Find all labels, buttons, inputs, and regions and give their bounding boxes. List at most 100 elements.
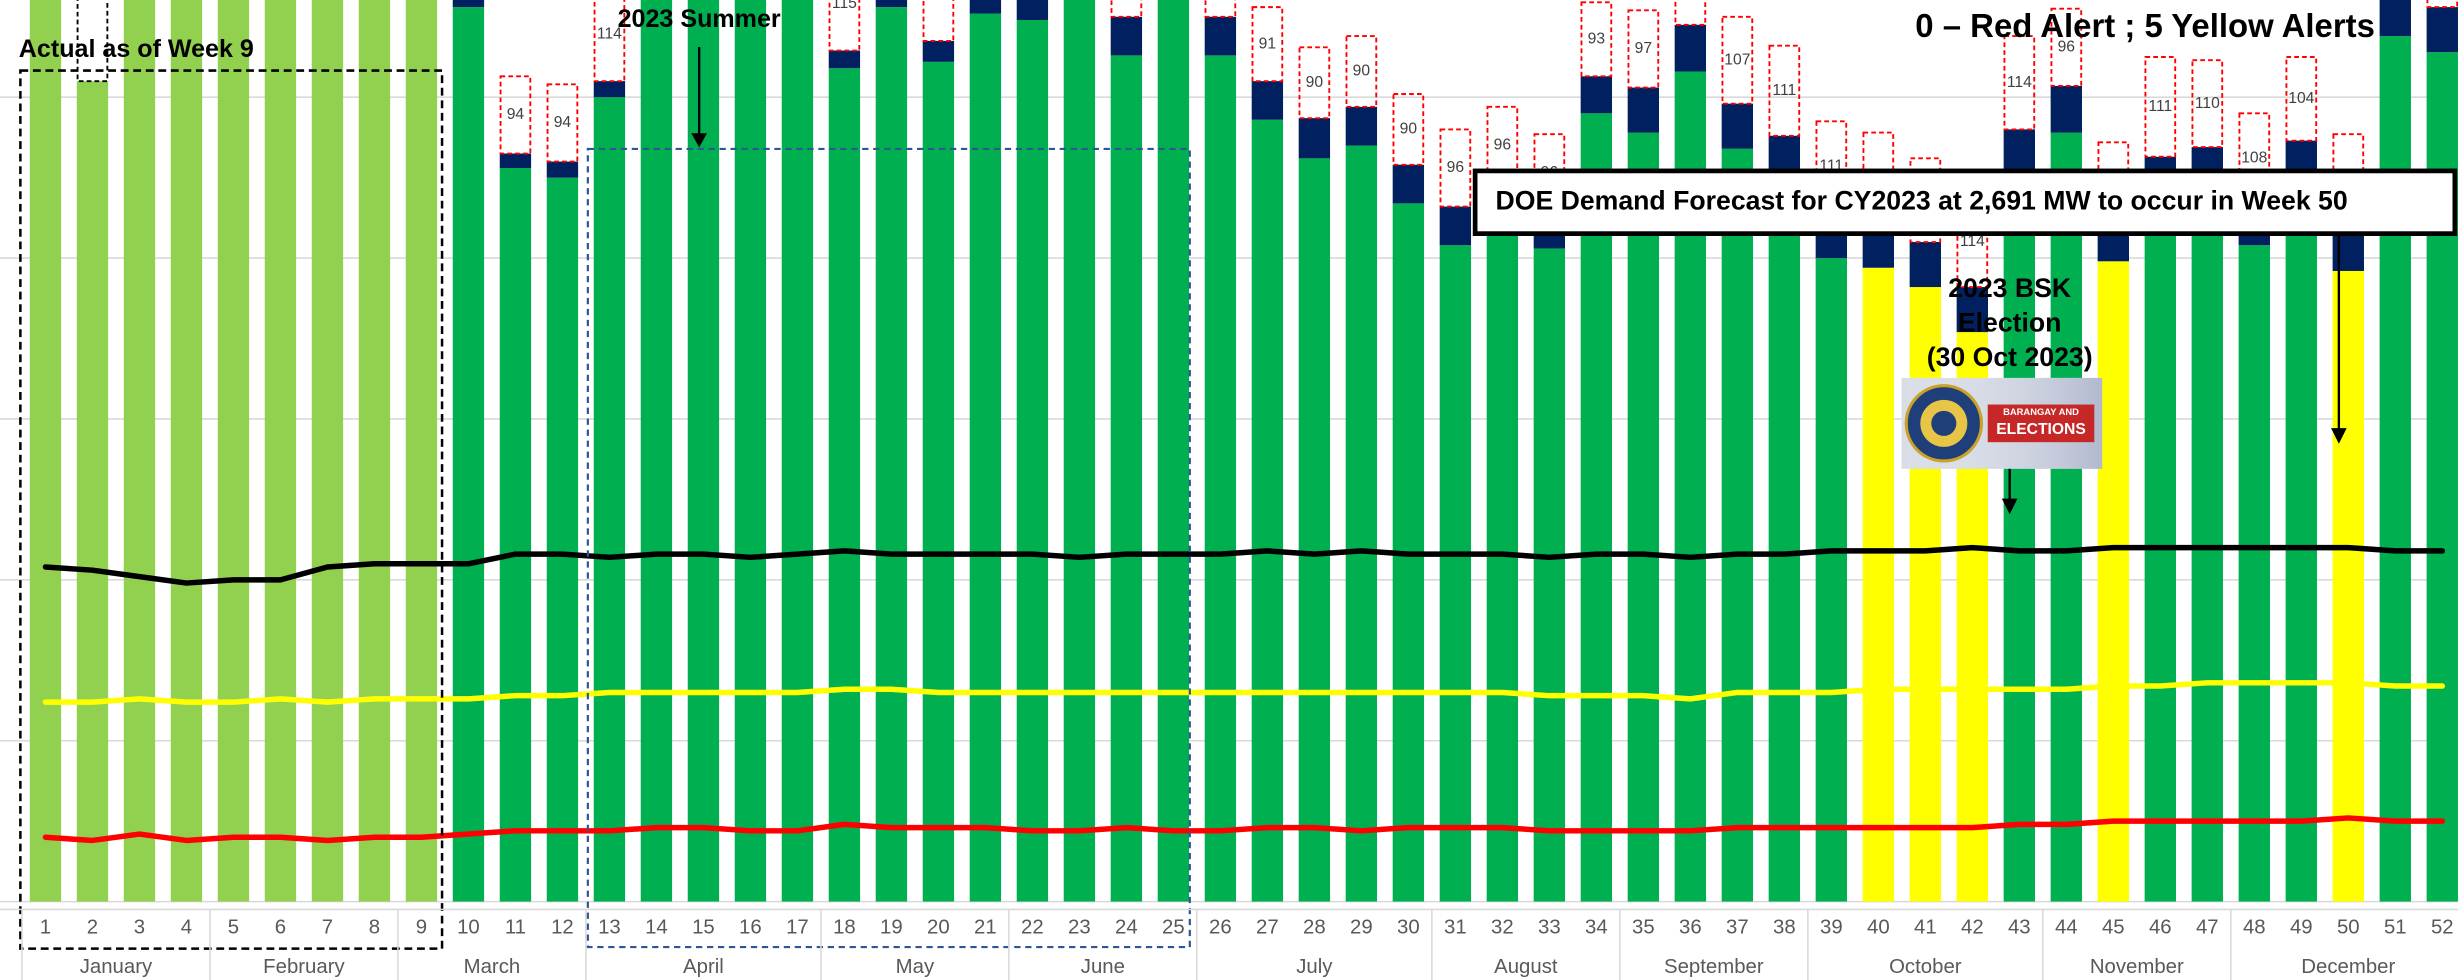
line-series (45, 683, 2442, 702)
month-label: January (80, 956, 153, 978)
x-tick-label: 48 (2243, 917, 2266, 939)
x-tick-label: 3 (134, 917, 145, 939)
actual-label: Actual as of Week 9 (19, 35, 254, 63)
bar-segment (312, 0, 343, 902)
bar-segment (218, 0, 249, 902)
bar-segment (1205, 55, 1236, 901)
bar-segment (2427, 7, 2458, 52)
x-tick-label: 19 (880, 917, 903, 939)
bar-segment (735, 0, 766, 902)
bar-segment (1722, 149, 1753, 902)
month-label: April (683, 956, 724, 978)
x-tick-label: 9 (416, 917, 427, 939)
bar-segment (500, 168, 531, 902)
x-tick-label: 14 (645, 917, 668, 939)
bar-segment (77, 81, 108, 901)
box-label: 90 (1353, 63, 1371, 80)
x-tick-label: 26 (1209, 917, 1232, 939)
x-tick-label: 4 (181, 917, 192, 939)
bar-segment (124, 0, 155, 902)
x-tick-label: 43 (2008, 917, 2031, 939)
box-label: 114 (2007, 74, 2032, 91)
box-label: 115 (832, 0, 857, 12)
line-series (45, 548, 2442, 583)
bar-segment (1299, 118, 1330, 158)
bar-segment (2286, 187, 2317, 901)
x-tick-label: 32 (1491, 917, 1514, 939)
x-tick-label: 42 (1961, 917, 1984, 939)
bar-segment (1252, 81, 1283, 120)
box-label: 97 (1635, 40, 1652, 57)
reserve-box (924, 0, 954, 41)
bar-segment (594, 81, 625, 97)
summer-label: 2023 Summer (618, 5, 781, 33)
box-label: 111 (2148, 98, 2172, 115)
bar-segment (1393, 165, 1424, 204)
bar-segment (1158, 0, 1189, 902)
x-tick-label: 44 (2055, 917, 2078, 939)
box-label: 91 (1259, 35, 1276, 52)
bar-segment (2051, 86, 2082, 133)
bar-segment (1534, 248, 1565, 901)
box-label: 218 (79, 0, 105, 2)
bar-segment (876, 0, 907, 7)
bar-segment (547, 162, 578, 178)
x-tick-label: 39 (1820, 917, 1843, 939)
month-label: December (2301, 956, 2395, 978)
bar-segment (876, 7, 907, 901)
x-tick-label: 11 (505, 917, 526, 939)
bar-segment (30, 0, 61, 902)
x-tick-label: 29 (1350, 917, 1373, 939)
x-tick-label: 36 (1679, 917, 1702, 939)
box-label: 94 (554, 114, 572, 131)
bar-segment (829, 68, 860, 901)
x-tick-label: 38 (1773, 917, 1796, 939)
x-tick-label: 1 (40, 917, 51, 939)
reserve-box (1675, 0, 1705, 25)
x-tick-label: 18 (833, 917, 856, 939)
x-tick-label: 25 (1162, 917, 1185, 939)
bar-segment (1017, 0, 1048, 20)
bar-segment (1487, 223, 1518, 902)
x-tick-label: 20 (927, 917, 950, 939)
x-tick-label: 7 (322, 917, 333, 939)
bar-segment (265, 0, 296, 902)
line-series (45, 818, 2442, 841)
bar-segment (500, 154, 531, 168)
logo-text: BARANGAY AND (2003, 406, 2079, 417)
x-tick-label: 16 (739, 917, 762, 939)
bar-segment (1064, 0, 1095, 902)
bar-segment (970, 14, 1001, 902)
month-label: November (2090, 956, 2184, 978)
bar-segment (2239, 245, 2270, 901)
box-label: 108 (2241, 149, 2267, 166)
bar-segment (2333, 271, 2364, 902)
bar-segment (970, 0, 1001, 14)
month-label: May (896, 956, 935, 978)
bar-segment (2098, 261, 2129, 901)
election-label: Election (1958, 308, 2062, 338)
x-tick-label: 30 (1397, 917, 1420, 939)
bar-segment (1346, 107, 1377, 146)
bar-segment (1769, 181, 1800, 902)
month-label: February (263, 956, 345, 978)
bar-segment (1581, 76, 1612, 113)
month-label: September (1664, 956, 1764, 978)
x-tick-label: 51 (2384, 917, 2407, 939)
x-tick-label: 23 (1068, 917, 1091, 939)
x-tick-label: 31 (1444, 917, 1467, 939)
month-label: March (464, 956, 521, 978)
x-tick-label: 27 (1256, 917, 1279, 939)
box-label: 90 (1306, 74, 1324, 91)
bar-segment (453, 7, 484, 901)
box-label: 111 (1772, 82, 1796, 99)
alerts-label: 0 – Red Alert ; 5 Yellow Alerts (1915, 7, 2375, 44)
x-tick-label: 52 (2431, 917, 2454, 939)
forecast-label: DOE Demand Forecast for CY2023 at 2,691 … (1495, 185, 2347, 215)
bar-segment (641, 0, 672, 902)
month-label: August (1494, 956, 1558, 978)
bar-segment (453, 0, 484, 7)
x-tick-label: 2 (87, 917, 98, 939)
election-logo: BARANGAY AND ELECTIONS (1902, 378, 2103, 469)
reserve-box (1111, 0, 1141, 17)
